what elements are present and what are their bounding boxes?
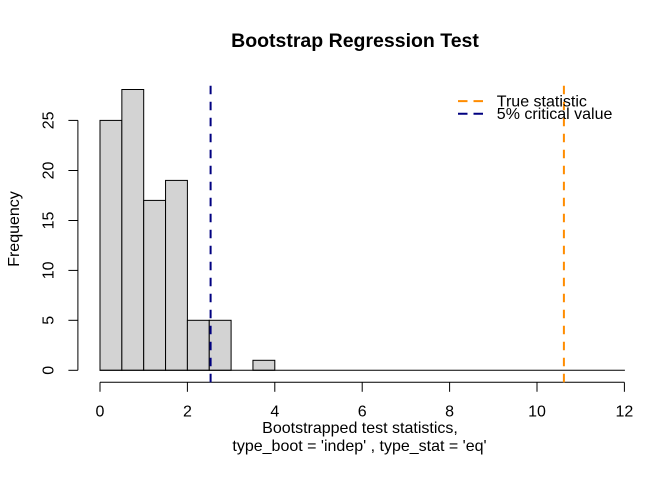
svg-text:6: 6 xyxy=(358,404,367,421)
svg-text:Frequency: Frequency xyxy=(6,191,23,267)
svg-text:4: 4 xyxy=(270,404,279,421)
svg-text:0: 0 xyxy=(96,404,105,421)
svg-text:type_boot = 'indep' , type_sta: type_boot = 'indep' , type_stat = 'eq' xyxy=(232,438,486,455)
svg-text:20: 20 xyxy=(41,162,58,180)
svg-text:Bootstrapped test statistics,: Bootstrapped test statistics, xyxy=(262,420,458,437)
svg-text:8: 8 xyxy=(445,404,454,421)
svg-text:5% critical value: 5% critical value xyxy=(497,106,613,123)
svg-text:12: 12 xyxy=(616,404,634,421)
svg-text:True statistic: True statistic xyxy=(497,94,587,111)
svg-text:10: 10 xyxy=(41,261,58,279)
svg-text:25: 25 xyxy=(41,111,58,129)
svg-text:Bootstrap Regression Test: Bootstrap Regression Test xyxy=(231,30,479,52)
svg-text:5: 5 xyxy=(41,316,58,325)
svg-text:0: 0 xyxy=(41,366,58,375)
svg-text:15: 15 xyxy=(41,212,58,230)
svg-text:10: 10 xyxy=(528,404,546,421)
svg-text:2: 2 xyxy=(183,404,192,421)
